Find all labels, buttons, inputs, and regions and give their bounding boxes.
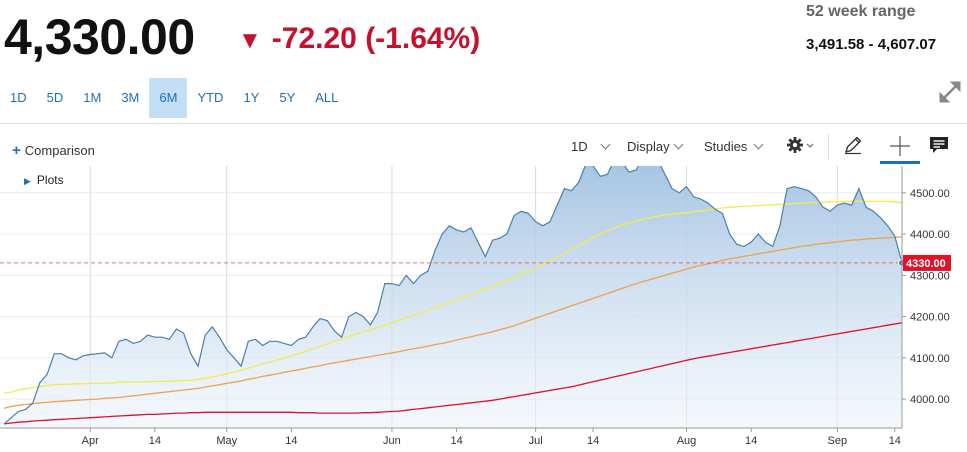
crosshair-active-indicator	[880, 161, 920, 164]
line-ma-red	[3, 322, 903, 425]
x-tick-label: 14	[745, 435, 757, 447]
tab-5y[interactable]: 5Y	[279, 90, 296, 105]
x-tick-label: Jun	[383, 435, 401, 447]
tab-6m[interactable]: 6M	[149, 78, 188, 118]
price-change: ▼ -72.20 (-1.64%)	[238, 22, 480, 58]
y-tick-label: 4200.00	[910, 312, 950, 324]
line-ma-orange	[3, 236, 903, 409]
x-tick-label: 14	[889, 435, 901, 447]
range-label: 52 week range	[806, 3, 916, 20]
y-tick-label: 4400.00	[910, 229, 950, 241]
crosshair-icon[interactable]	[888, 134, 912, 158]
comparison-label: Comparison	[24, 143, 95, 158]
x-tick-label: 14	[285, 435, 297, 447]
studies-label: Studies	[704, 139, 748, 154]
x-tick-label: 14	[450, 435, 462, 447]
interval-dropdown[interactable]: 1D	[571, 139, 611, 154]
x-tick-label: Apr	[82, 435, 99, 447]
tab-3m[interactable]: 3M	[121, 90, 140, 105]
chevron-down-icon	[673, 139, 684, 150]
tab-1m[interactable]: 1M	[83, 90, 102, 105]
tab-ytd[interactable]: YTD	[197, 90, 224, 105]
timeframe-tabs: 1D 5D 1M 3M 6M YTD 1Y 5Y ALL	[0, 78, 348, 118]
plots-toggle[interactable]: ▶ Plots	[24, 173, 64, 187]
last-value-label: 4330.00	[906, 258, 946, 270]
x-tick-label: Sep	[828, 435, 848, 447]
plots-label: Plots	[36, 173, 64, 187]
interval-label: 1D	[571, 139, 588, 154]
last-value-tag	[903, 254, 951, 271]
x-tick-label: 14	[149, 435, 161, 447]
comment-icon[interactable]	[929, 136, 949, 156]
toolbar-separator	[828, 134, 829, 160]
gear-icon	[787, 137, 814, 153]
last-price: 4,330.00	[4, 9, 195, 65]
expand-icon[interactable]	[936, 78, 964, 106]
pencil-icon[interactable]	[843, 135, 863, 155]
change-percent: (-1.64%)	[365, 22, 481, 55]
tab-all[interactable]: ALL	[315, 90, 339, 105]
chevron-down-icon	[753, 139, 764, 150]
price-line	[3, 166, 903, 425]
studies-dropdown[interactable]: Studies	[704, 139, 764, 154]
display-dropdown[interactable]: Display	[627, 139, 684, 154]
tab-1d[interactable]: 1D	[10, 90, 27, 105]
down-arrow-icon: ▼	[238, 27, 262, 54]
x-tick-label: 14	[587, 435, 599, 447]
tab-5d[interactable]: 5D	[46, 90, 64, 105]
chart-toolbar: + Comparison 1D Display Studies	[0, 130, 967, 164]
y-tick-label: 4300.00	[910, 270, 950, 282]
chevron-down-icon	[600, 139, 611, 150]
range-value: 3,491.58 - 4,607.07	[806, 36, 937, 53]
y-tick-label: 4100.00	[910, 353, 950, 365]
settings-dropdown[interactable]	[786, 136, 816, 159]
comparison-button[interactable]: + Comparison	[12, 142, 95, 159]
triangle-right-icon: ▶	[24, 176, 31, 186]
y-tick-label: 4000.00	[910, 394, 950, 406]
price-chart[interactable]: 4000.00 4100.00 4200.00 4300.00 4400.00 4500.…	[0, 166, 967, 452]
x-tick-label: Aug	[677, 435, 697, 447]
header-divider	[0, 123, 967, 124]
x-tick-label: Jul	[529, 435, 543, 447]
display-label: Display	[627, 139, 670, 154]
change-value: -72.20	[271, 22, 357, 55]
x-tick-label: May	[216, 435, 237, 447]
plus-icon: +	[12, 142, 21, 159]
tab-1y[interactable]: 1Y	[243, 90, 260, 105]
y-tick-label: 4500.00	[910, 188, 950, 200]
line-ma-yellow	[3, 200, 903, 394]
